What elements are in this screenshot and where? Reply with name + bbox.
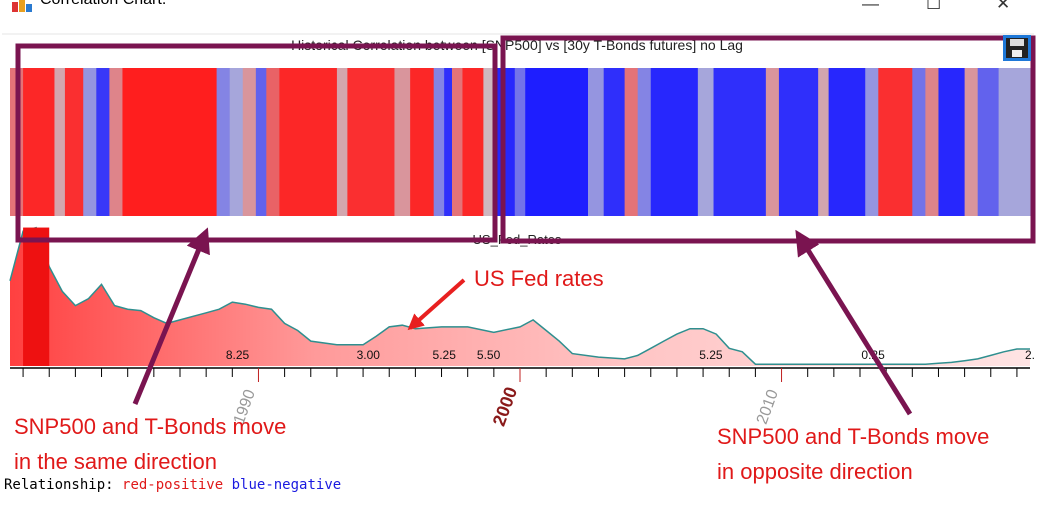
heatmap-band-34: [778, 68, 819, 216]
heatmap-band-37: [865, 68, 879, 216]
heatmap-band-38: [878, 68, 913, 216]
fed-rate-value-label: 3.00: [357, 348, 381, 362]
fed-rates-peak-bar: [23, 227, 50, 366]
heatmap-band-28: [624, 68, 639, 216]
relationship-legend: Relationship: red-positive blue-negative: [4, 477, 341, 493]
heatmap-band-25: [525, 68, 589, 216]
heatmap-band-20: [452, 68, 464, 216]
heatmap-band-22: [483, 68, 495, 216]
heatmap-band-7: [122, 68, 218, 216]
app-logo-icon: [12, 0, 32, 12]
heatmap-band-11: [255, 68, 267, 216]
heatmap-band-12: [266, 68, 280, 216]
heatmap-band-29: [637, 68, 652, 216]
fed-rate-value-label: 5.25: [433, 348, 457, 362]
right-note-line2: in opposite direction: [717, 459, 913, 484]
heatmap-band-31: [697, 68, 715, 216]
fed-rate-value-label: 5.50: [477, 348, 501, 362]
right-note-line1: SNP500 and T-Bonds move: [717, 424, 989, 449]
heatmap-band-17: [410, 68, 435, 216]
heatmap-band-42: [964, 68, 979, 216]
fed-label-arrow: [407, 278, 466, 331]
heatmap-band-4: [83, 68, 97, 216]
close-button[interactable]: ✕: [996, 0, 1011, 13]
minimize-button[interactable]: —: [862, 0, 879, 13]
fed-rate-value-label: 8.25: [226, 348, 250, 362]
window-titlebar: Correlation Chart. — ☐ ✕: [0, 0, 1046, 22]
heatmap-band-43: [977, 68, 1000, 216]
heatmap-band-44: [998, 68, 1031, 216]
annotation-layer: US Fed rates SNP500 and T-Bonds move in th…: [14, 35, 1036, 484]
left-note-arrow: [132, 227, 210, 405]
heatmap-band-27: [603, 68, 626, 216]
heatmap-band-13: [279, 68, 338, 216]
fed-rate-value-label: 2.: [1025, 348, 1035, 362]
heatmap-band-5: [96, 68, 110, 216]
legend-positive: red-positive: [122, 477, 224, 493]
heatmap-band-1: [23, 68, 56, 216]
heatmap-band-10: [242, 68, 257, 216]
heatmap-band-21: [462, 68, 484, 216]
fed-rates-area-fill: [10, 227, 1030, 366]
heatmap-band-35: [818, 68, 830, 216]
fed-rates-area-chart: 8.253.005.255.505.250.252.: [9, 226, 1035, 366]
heatmap-band-18: [433, 68, 445, 216]
maximize-button[interactable]: ☐: [926, 0, 942, 13]
heatmap-band-40: [925, 68, 940, 216]
legend-negative: blue-negative: [231, 477, 342, 493]
floppy-disk-icon[interactable]: [1003, 35, 1031, 61]
heatmap-band-24: [514, 68, 526, 216]
fed-rates-callout: US Fed rates: [474, 266, 604, 291]
heatmap-band-39: [912, 68, 926, 216]
heatmap-band-36: [828, 68, 866, 216]
heatmap-band-30: [650, 68, 699, 216]
heatmap-band-2: [54, 68, 66, 216]
heatmap-band-33: [765, 68, 780, 216]
heatmap-band-9: [229, 68, 244, 216]
correlation-heatmap: [10, 68, 1031, 216]
heatmap-band-3: [64, 68, 84, 216]
heatmap-band-26: [588, 68, 605, 216]
heatmap-title: Historical Correlation between [SNP500] …: [291, 37, 743, 53]
heatmap-band-14: [336, 68, 348, 216]
fed-rates-line: [9, 226, 1030, 365]
fed-rate-value-label: 5.25: [699, 348, 723, 362]
heatmap-band-32: [713, 68, 767, 216]
legend-prefix: Relationship:: [4, 477, 123, 493]
left-note-line2: in the same direction: [14, 449, 217, 474]
right-highlight-box: [500, 35, 1036, 244]
heatmap-band-41: [938, 68, 966, 216]
heatmap-band-6: [109, 68, 124, 216]
right-note-arrow: [795, 229, 913, 416]
left-highlight-box: [15, 43, 498, 243]
heatmap-band-15: [347, 68, 396, 216]
left-note-line1: SNP500 and T-Bonds move: [14, 414, 286, 439]
window-title: Correlation Chart.: [40, 0, 166, 9]
heatmap-band-8: [216, 68, 231, 216]
heatmap-band-19: [444, 68, 453, 216]
heatmap-band-16: [394, 68, 411, 216]
